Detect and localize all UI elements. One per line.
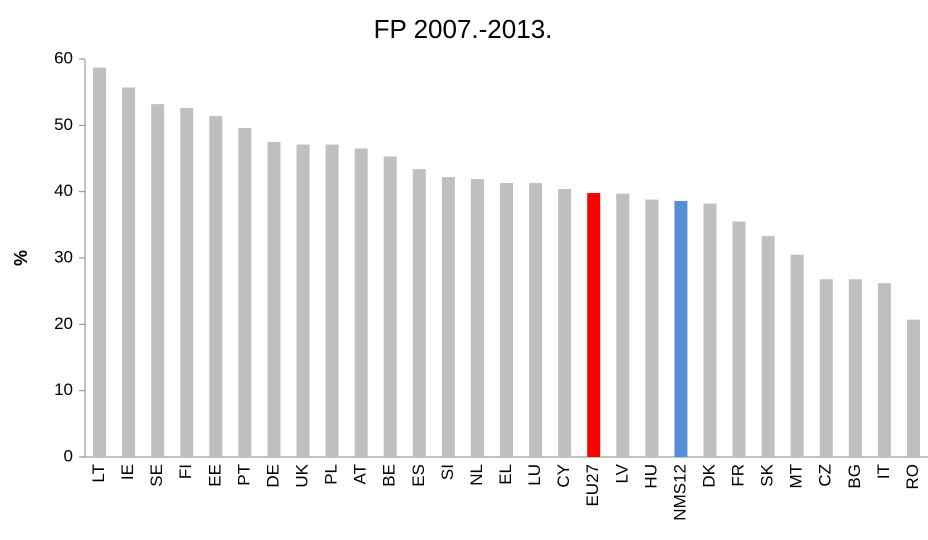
x-tick-label: DK [699, 463, 718, 487]
x-tick-label: LV [612, 463, 631, 483]
x-tick-label: FI [176, 464, 195, 479]
x-tick-label: NL [467, 464, 486, 486]
bar [906, 319, 920, 457]
y-tick-label: 40 [54, 181, 73, 200]
x-tick-label: PL [322, 464, 341, 485]
bar [877, 283, 891, 457]
y-tick-label: 20 [54, 314, 73, 333]
x-tick-label: DE [263, 464, 282, 488]
bar [616, 193, 630, 457]
bar [122, 87, 136, 458]
x-tick-label: CY [554, 464, 573, 488]
bar [790, 254, 804, 457]
x-tick-label: SE [147, 464, 166, 487]
x-tick-label: SI [438, 464, 457, 480]
y-axis-label: % [11, 250, 31, 266]
bar [470, 179, 484, 457]
bar [151, 104, 165, 458]
bar [558, 189, 572, 457]
bar [529, 183, 543, 457]
y-tick-label: 30 [54, 247, 73, 266]
bar [645, 199, 659, 458]
y-tick-label: 10 [54, 380, 73, 399]
bar [238, 127, 252, 457]
bar [703, 203, 717, 457]
x-tick-label: HU [641, 464, 660, 489]
bar [383, 156, 397, 457]
bar [180, 108, 194, 457]
bar [732, 221, 746, 457]
x-tick-label: IT [874, 464, 893, 479]
x-tick-label: BE [380, 464, 399, 487]
bar [325, 144, 339, 457]
x-tick-label: NMS12 [670, 464, 689, 521]
bar [412, 169, 426, 457]
bar [500, 183, 513, 457]
y-tick-label: 0 [64, 446, 73, 465]
bar [354, 148, 368, 458]
x-tick-label: EE [205, 464, 224, 487]
bar [587, 192, 601, 457]
y-tick-label: 50 [54, 115, 73, 134]
x-tick-label: CZ [816, 464, 835, 487]
bar [267, 141, 281, 457]
x-tick-label: AT [351, 464, 370, 484]
x-tick-label: SK [758, 463, 777, 486]
bar [296, 144, 310, 457]
bar [93, 67, 107, 457]
bar [441, 177, 455, 457]
x-tick-label: MT [787, 464, 806, 489]
bar [848, 279, 862, 457]
bar [819, 279, 833, 457]
chart-title: FP 2007.-2013. [374, 14, 553, 44]
x-tick-label: ES [409, 464, 428, 487]
x-tick-label: FR [729, 464, 748, 487]
y-tick-label: 60 [54, 48, 73, 67]
x-tick-label: LU [525, 464, 544, 486]
bar [761, 236, 775, 457]
bar [674, 200, 688, 457]
x-tick-label: LT [89, 464, 108, 483]
x-tick-label: BG [845, 464, 864, 489]
x-tick-label: EL [496, 464, 515, 485]
x-tick-label: PT [234, 464, 253, 486]
x-tick-label: IE [118, 464, 137, 480]
x-tick-label: EU27 [583, 464, 602, 507]
x-tick-label: UK [293, 463, 312, 487]
x-tick-label: RO [903, 464, 922, 490]
bar [209, 116, 223, 458]
